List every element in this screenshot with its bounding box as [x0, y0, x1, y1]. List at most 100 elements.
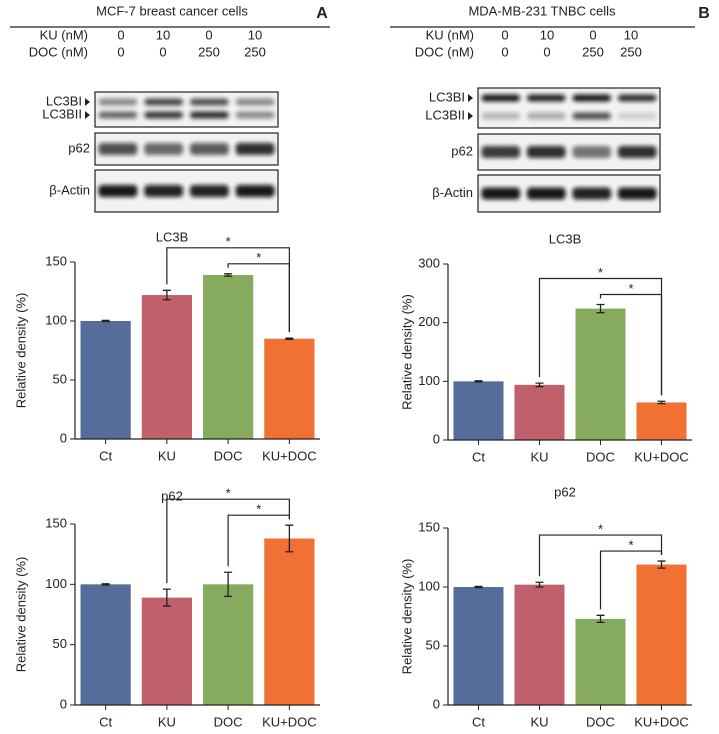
- y-axis-label: Relative density (%): [399, 294, 414, 410]
- blot-arrow: [468, 94, 473, 102]
- panel-letter: B: [698, 5, 710, 22]
- x-tick-label: KU+DOC: [634, 714, 689, 729]
- blot-band: [235, 143, 275, 155]
- blot-label: p62: [68, 140, 90, 155]
- error-bar: [101, 319, 110, 323]
- x-tick-label: KU: [530, 449, 548, 464]
- blot-band: [144, 111, 184, 119]
- bar: [203, 584, 254, 705]
- x-tick-label: KU: [530, 714, 548, 729]
- error-bar: [162, 289, 171, 301]
- error-bar: [596, 614, 605, 624]
- y-axis-label: Relative density (%): [13, 293, 28, 409]
- dose-label: 0: [543, 44, 550, 59]
- significance-label: *: [256, 250, 261, 265]
- blot-box: [477, 87, 661, 129]
- error-bar: [474, 380, 483, 383]
- blot-band: [98, 111, 138, 119]
- significance-label: *: [226, 486, 231, 501]
- blot-band: [526, 187, 566, 200]
- significance-bracket: [599, 293, 663, 396]
- blot-band: [481, 146, 521, 158]
- bar: [264, 338, 315, 439]
- bar: [636, 564, 687, 705]
- x-tick-label: Ct: [99, 714, 112, 729]
- y-tick-label: 0: [433, 431, 440, 446]
- bar: [453, 587, 504, 705]
- error-bar: [285, 337, 294, 340]
- bar: [636, 402, 687, 440]
- blot-band: [98, 98, 138, 106]
- y-tick-label: 300: [418, 255, 440, 270]
- y-tick-label: 150: [45, 515, 67, 530]
- blot-band: [572, 112, 612, 120]
- chart-title: p62: [161, 488, 183, 503]
- x-tick-label: KU: [158, 714, 176, 729]
- blot-band: [98, 185, 138, 197]
- bar: [453, 381, 504, 440]
- dose-label: 0: [501, 27, 508, 42]
- error-bar: [285, 524, 294, 553]
- dose-label: 0: [501, 44, 508, 59]
- blot-band: [481, 94, 521, 102]
- significance-label: *: [628, 537, 633, 552]
- dose-label: 10: [540, 27, 554, 42]
- blot-band: [144, 143, 184, 155]
- significance-label: *: [598, 521, 603, 536]
- error-bar: [535, 581, 544, 588]
- error-bar: [657, 560, 666, 569]
- blot-band: [481, 112, 521, 120]
- y-tick-label: 0: [433, 696, 440, 711]
- x-tick-label: DOC: [586, 449, 615, 464]
- blot-arrow: [468, 112, 473, 120]
- blot-band: [617, 112, 657, 120]
- error-bar: [224, 571, 233, 598]
- blot-band: [235, 111, 275, 119]
- blot-band: [189, 143, 229, 155]
- blot-band: [572, 94, 612, 102]
- y-tick-label: 100: [418, 373, 440, 388]
- panel-title: MDA-MB-231 TNBC cells: [468, 3, 616, 18]
- bar: [141, 295, 192, 439]
- blot-label: LC3BII: [425, 107, 465, 122]
- blot-band: [481, 187, 521, 200]
- error-bar: [224, 273, 233, 277]
- y-tick-label: 150: [418, 519, 440, 534]
- treatment-label: DOC (nM): [415, 44, 474, 59]
- bar: [575, 308, 626, 440]
- y-tick-label: 100: [45, 312, 67, 327]
- x-tick-label: Ct: [472, 449, 485, 464]
- dose-label: 0: [589, 27, 596, 42]
- significance-bracket: [599, 550, 663, 610]
- blot-band: [526, 112, 566, 120]
- dose-label: 10: [624, 27, 638, 42]
- x-tick-label: KU+DOC: [262, 448, 317, 463]
- error-bar: [535, 382, 544, 388]
- chart-title: p62: [554, 484, 576, 499]
- significance-bracket: [227, 514, 290, 567]
- dose-label: 10: [156, 27, 170, 42]
- chart-title: LC3B: [156, 229, 189, 244]
- bar: [514, 584, 565, 705]
- bar: [575, 618, 626, 705]
- error-bar: [474, 585, 483, 589]
- blot-label: p62: [451, 143, 473, 158]
- significance-bracket: [166, 498, 290, 584]
- chart-title: LC3B: [549, 231, 582, 246]
- significance-label: *: [256, 502, 261, 517]
- x-tick-label: KU+DOC: [262, 714, 317, 729]
- treatment-label: KU (nM): [426, 27, 474, 42]
- x-tick-label: Ct: [99, 448, 112, 463]
- significance-label: *: [628, 281, 633, 296]
- y-tick-label: 50: [426, 637, 440, 652]
- blot-band: [235, 98, 275, 106]
- blot-band: [189, 111, 229, 119]
- dose-label: 0: [205, 27, 212, 42]
- significance-bracket: [227, 263, 290, 333]
- y-tick-label: 100: [45, 576, 67, 591]
- blot-arrow: [85, 111, 90, 119]
- blot-band: [144, 98, 184, 106]
- y-tick-label: 150: [45, 253, 67, 268]
- panel-letter: A: [316, 5, 328, 22]
- dose-label: 250: [244, 44, 266, 59]
